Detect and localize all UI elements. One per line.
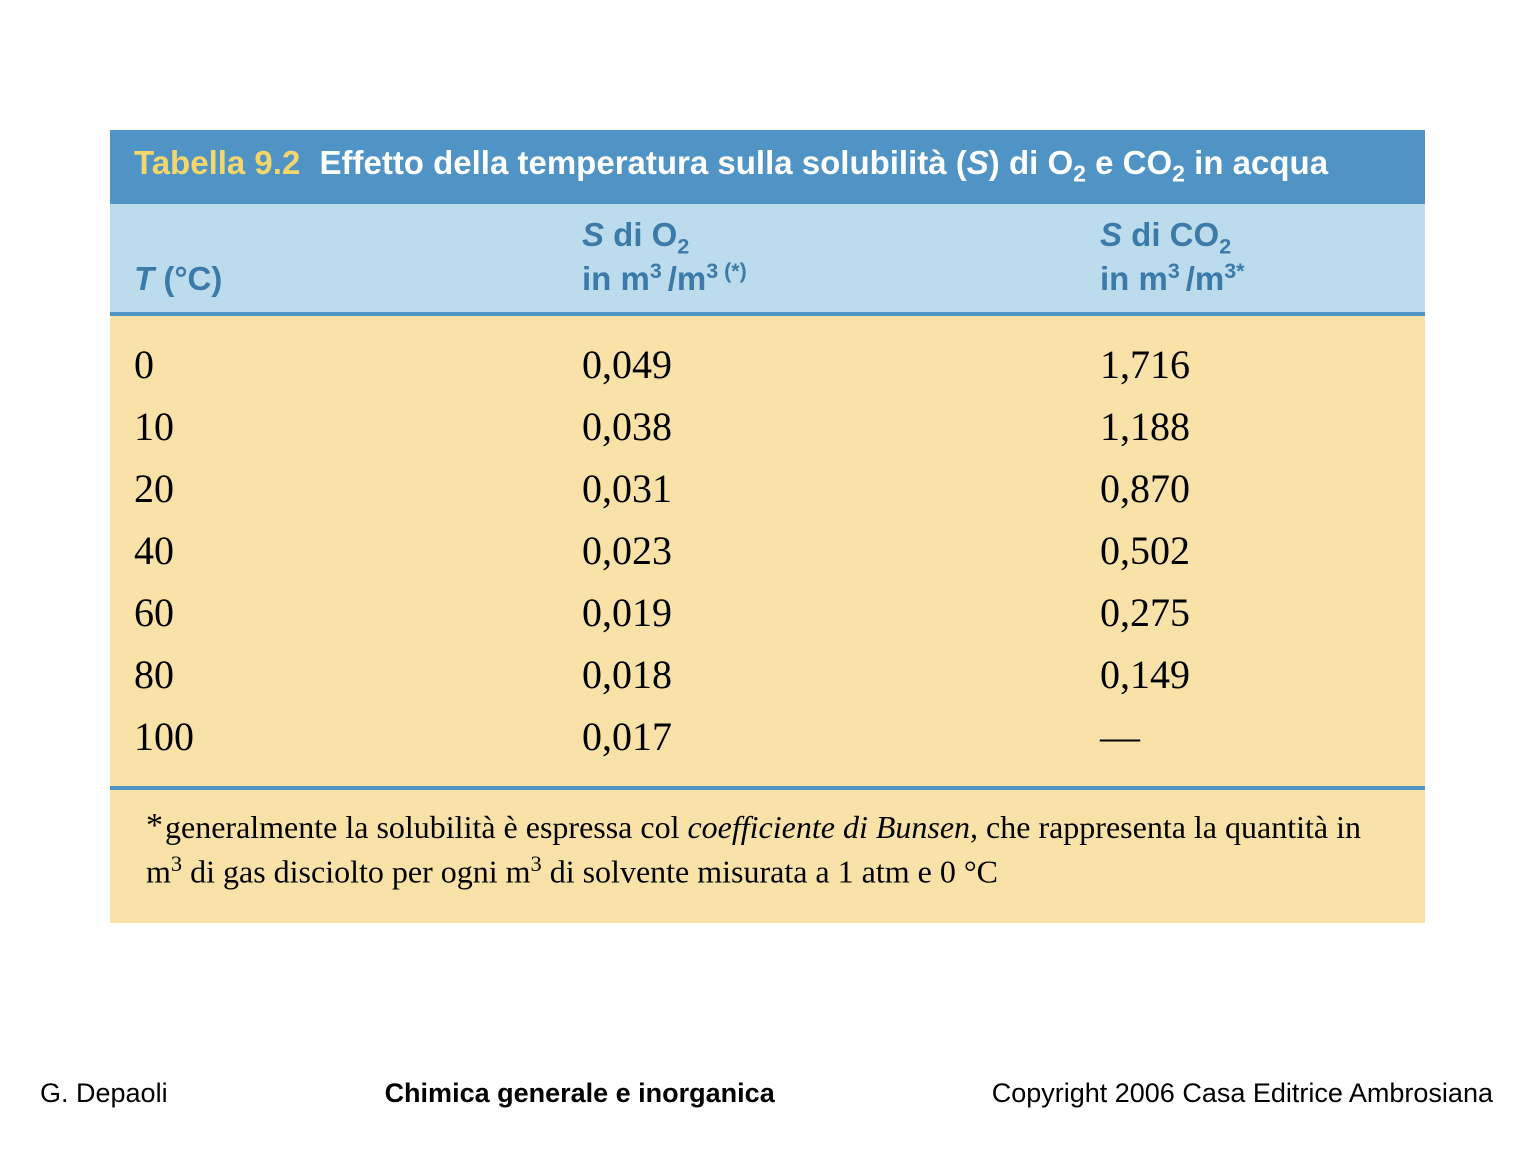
footnote-text-4: di solvente misurata a 1 atm e 0 °C [542, 853, 998, 889]
cell-co2: 0,502 [1076, 520, 1425, 582]
header-co2-unit-1: in m [1100, 260, 1168, 297]
page-footer: G. Depaoli Chimica generale e inorganica… [0, 1078, 1533, 1109]
header-o2-sup1: 3 [650, 259, 668, 283]
cell-o2: 0,017 [558, 706, 1076, 768]
cell-o2: 0,038 [558, 396, 1076, 458]
cell-temperature: 20 [110, 458, 558, 520]
title-text-3: e CO [1086, 144, 1172, 181]
table-row: 800,0180,149 [110, 644, 1425, 706]
cell-o2: 0,019 [558, 582, 1076, 644]
title-text-4: in acqua [1185, 144, 1328, 181]
cell-co2: 1,716 [1076, 334, 1425, 396]
footnote-sup2: 3 [531, 851, 542, 876]
table-row: 100,0381,188 [110, 396, 1425, 458]
footer-copyright: Copyright 2006 Casa Editrice Ambrosiana [992, 1078, 1493, 1109]
title-text-2: ) di O [989, 144, 1073, 181]
table-row: 1000,017— [110, 706, 1425, 768]
cell-temperature: 0 [110, 334, 558, 396]
header-o2-sup2: 3 (*) [706, 259, 747, 283]
table-row: 600,0190,275 [110, 582, 1425, 644]
header-co2-sub: 2 [1219, 234, 1231, 258]
table-row: 00,0491,716 [110, 334, 1425, 396]
table-header-row: T (°C) S di O2 in m3 /m3 (*) S di CO2 in… [110, 204, 1425, 317]
header-col-temperature: T (°C) [110, 216, 558, 299]
cell-temperature: 10 [110, 396, 558, 458]
cell-co2: 0,149 [1076, 644, 1425, 706]
table-row: 400,0230,502 [110, 520, 1425, 582]
title-text-1: Effetto della temperatura sulla solubili… [319, 144, 966, 181]
header-col-o2: S di O2 in m3 /m3 (*) [558, 216, 1076, 299]
header-o2-sub: 2 [677, 234, 689, 258]
cell-temperature: 80 [110, 644, 558, 706]
table-row: 200,0310,870 [110, 458, 1425, 520]
page: Tabella 9.2 Effetto della temperatura su… [0, 0, 1533, 1149]
footer-title: Chimica generale e inorganica [385, 1078, 775, 1109]
title-co2-sub: 2 [1172, 161, 1185, 187]
footnote-text-1: generalmente la solubilità è espressa co… [165, 809, 687, 845]
cell-co2: 0,870 [1076, 458, 1425, 520]
header-o2-text: di O [604, 216, 677, 253]
cell-o2: 0,023 [558, 520, 1076, 582]
table-9-2: Tabella 9.2 Effetto della temperatura su… [110, 130, 1425, 923]
header-o2-unit-1: in m [582, 260, 650, 297]
header-co2-unit-2: /m [1186, 260, 1225, 297]
header-o2-S: S [582, 216, 604, 253]
table-title-bar: Tabella 9.2 Effetto della temperatura su… [110, 130, 1425, 204]
footnote-text-3: di gas disciolto per ogni m [182, 853, 530, 889]
header-T-unit: (°C) [154, 260, 222, 297]
footnote-asterisk: * [146, 807, 163, 844]
cell-temperature: 60 [110, 582, 558, 644]
table-number: Tabella 9.2 [134, 144, 300, 181]
table-footnote: *generalmente la solubilità è espressa c… [110, 790, 1425, 923]
footer-author: G. Depaoli [40, 1078, 168, 1109]
table-body: 00,0491,716100,0381,188200,0310,870400,0… [110, 316, 1425, 790]
footnote-italic: coefficiente di Bunsen, [687, 809, 978, 845]
title-o2-sub: 2 [1073, 161, 1086, 187]
header-T-var: T [134, 260, 154, 297]
header-col-co2: S di CO2 in m3 /m3* [1076, 216, 1425, 299]
header-co2-S: S [1100, 216, 1122, 253]
cell-temperature: 100 [110, 706, 558, 768]
cell-co2: 0,275 [1076, 582, 1425, 644]
header-co2-sup1: 3 [1168, 259, 1186, 283]
title-S-var: S [967, 144, 989, 181]
cell-co2: — [1076, 706, 1425, 768]
footnote-sup1: 3 [171, 851, 182, 876]
cell-o2: 0,031 [558, 458, 1076, 520]
header-co2-text: di CO [1122, 216, 1219, 253]
cell-o2: 0,018 [558, 644, 1076, 706]
header-co2-sup2: 3* [1224, 259, 1244, 283]
cell-co2: 1,188 [1076, 396, 1425, 458]
cell-o2: 0,049 [558, 334, 1076, 396]
header-o2-unit-2: /m [668, 260, 707, 297]
cell-temperature: 40 [110, 520, 558, 582]
